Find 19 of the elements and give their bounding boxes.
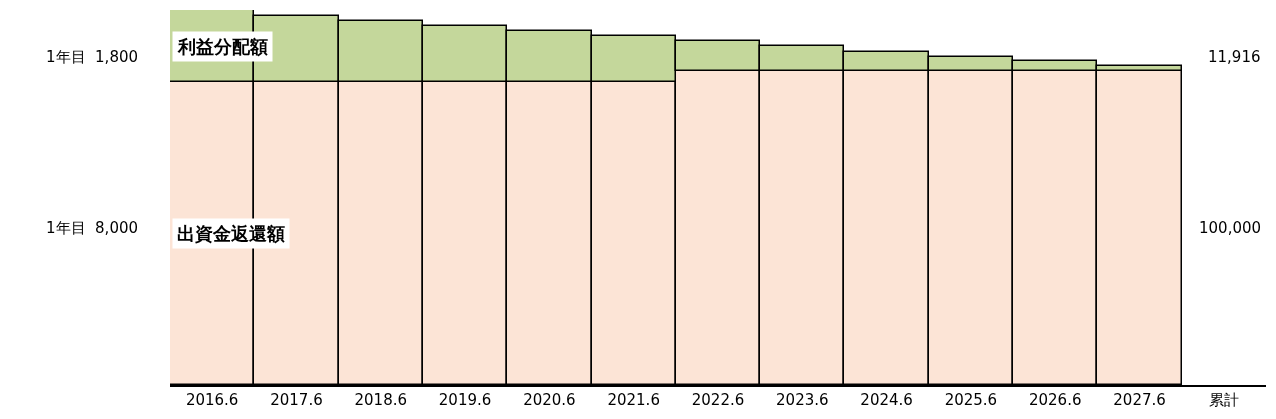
x-tick-label: 2019.6 (438, 390, 492, 409)
x-tick-label: 2021.6 (607, 390, 660, 409)
series-label: 利益分配額 (177, 36, 268, 57)
annotation: 100,000 (1199, 219, 1262, 237)
text: 1年目 1,800 (46, 48, 139, 66)
series-label: 出資金返還額 (177, 223, 285, 244)
x-tick-label: 2017.6 (270, 390, 323, 409)
x-tick-label: 2024.6 (860, 390, 913, 409)
x-tick-label: 2018.6 (354, 390, 408, 409)
x-tick-label: 2022.6 (691, 390, 745, 409)
x-tick-label: 2020.6 (523, 390, 576, 409)
x-tick-label: 2026.6 (1028, 390, 1082, 409)
x-tick-label: 2023.6 (776, 390, 829, 409)
x-tick-label: 累計 (1208, 390, 1239, 409)
text: 1年目 8,000 (46, 219, 139, 237)
annotation: 11,916 (1208, 48, 1261, 66)
x-tick-label: 2016.6 (185, 390, 239, 409)
x-tick-label: 2025.6 (944, 390, 998, 409)
x-tick-label: 2027.6 (1113, 390, 1166, 409)
